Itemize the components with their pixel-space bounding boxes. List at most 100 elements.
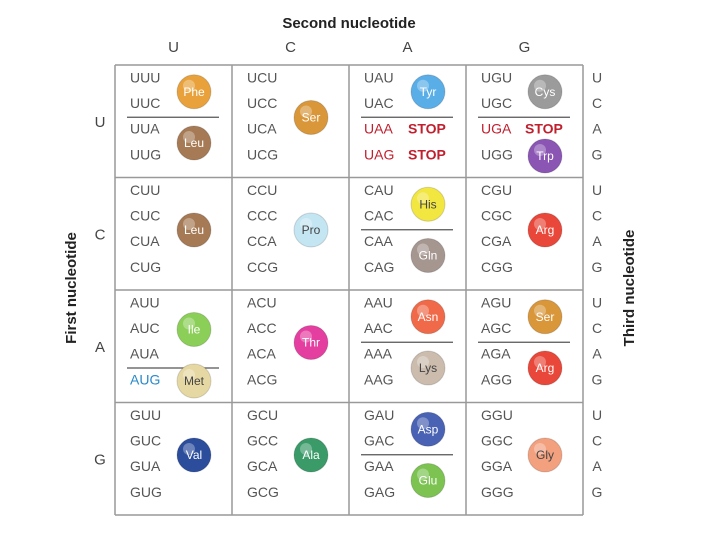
amino-label: Met xyxy=(184,374,205,388)
column-header: G xyxy=(519,39,531,56)
amino-ball xyxy=(410,299,446,335)
amino-ball xyxy=(410,350,446,386)
row-header: G xyxy=(94,452,106,469)
amino-ball xyxy=(527,212,563,248)
codon: GUA xyxy=(130,458,161,474)
codon: ACU xyxy=(247,295,277,311)
codon: UUU xyxy=(130,70,160,86)
amino-shine xyxy=(417,417,429,430)
amino-shine xyxy=(534,79,546,92)
amino-shine xyxy=(300,443,312,455)
amino-shine xyxy=(534,218,546,230)
codon: CUU xyxy=(130,182,160,198)
codon: UAU xyxy=(364,70,394,86)
amino-ball xyxy=(527,74,563,110)
amino-ball xyxy=(527,138,563,174)
column-header: C xyxy=(285,39,296,56)
codon: GCU xyxy=(247,407,278,423)
amino-shine xyxy=(417,356,429,368)
third-label: U xyxy=(592,407,602,423)
codon: GCC xyxy=(247,433,278,449)
amino-label: Leu xyxy=(184,136,204,150)
codon: UGA xyxy=(481,121,512,137)
codon: GUC xyxy=(130,433,161,449)
codon: ACA xyxy=(247,346,276,362)
amino-ball xyxy=(176,74,212,110)
amino-ball xyxy=(176,212,212,248)
amino-shine xyxy=(300,330,312,343)
codon: UCC xyxy=(247,95,277,111)
amino-label: Arg xyxy=(536,223,555,237)
codon: ACC xyxy=(247,320,277,336)
amino-ball xyxy=(293,325,329,360)
codon: UAA xyxy=(364,121,393,137)
third-label: A xyxy=(592,346,602,362)
stop-label: STOP xyxy=(408,147,446,163)
codon: UUA xyxy=(130,121,160,137)
third-label: C xyxy=(592,433,602,449)
third-label: A xyxy=(592,121,602,137)
codon: ACG xyxy=(247,372,277,388)
amino-shine xyxy=(534,304,546,317)
codon: CAA xyxy=(364,233,393,249)
row-header: C xyxy=(95,227,106,244)
amino-label: Ser xyxy=(536,310,555,324)
amino-shine xyxy=(300,105,312,118)
amino-label: Ser xyxy=(302,111,321,125)
amino-label: Leu xyxy=(184,223,204,237)
codon: CAG xyxy=(364,259,394,275)
codon: CAU xyxy=(364,182,394,198)
amino-ball xyxy=(293,437,329,473)
codon: GAC xyxy=(364,433,394,449)
third-label: G xyxy=(592,259,603,275)
amino-shine xyxy=(534,144,546,156)
amino-ball xyxy=(410,186,446,222)
amino-shine xyxy=(534,356,546,368)
amino-label: Val xyxy=(186,448,202,462)
codon: CGG xyxy=(481,259,513,275)
amino-shine xyxy=(300,218,312,230)
codon: UUC xyxy=(130,95,160,111)
codon: AAC xyxy=(364,320,393,336)
amino-shine xyxy=(183,369,195,381)
codon: AGA xyxy=(481,346,511,362)
codon: CAC xyxy=(364,208,394,224)
stop-label: STOP xyxy=(408,121,446,137)
codon: UGC xyxy=(481,95,512,111)
third-label: U xyxy=(592,182,602,198)
amino-label: Pro xyxy=(302,223,321,237)
amino-label: Cys xyxy=(535,85,556,99)
amino-ball xyxy=(176,363,212,399)
amino-shine xyxy=(183,317,195,330)
third-label: G xyxy=(592,372,603,388)
codon: AUU xyxy=(130,295,160,311)
codon: UGU xyxy=(481,70,512,86)
row-header: A xyxy=(95,339,105,356)
codon: UCG xyxy=(247,147,278,163)
codon: GCA xyxy=(247,458,278,474)
codon: AAA xyxy=(364,346,393,362)
codon: CCA xyxy=(247,233,277,249)
codon: UGG xyxy=(481,147,513,163)
codon: UCU xyxy=(247,70,277,86)
third-label: A xyxy=(592,233,602,249)
amino-label: Trp xyxy=(536,149,554,163)
codon: UCA xyxy=(247,121,277,137)
amino-ball xyxy=(527,299,563,335)
codon: CUA xyxy=(130,233,160,249)
amino-ball xyxy=(527,350,563,386)
amino-ball xyxy=(410,238,446,273)
stop-label: STOP xyxy=(525,121,563,137)
codon: GUG xyxy=(130,484,162,500)
codon: AGC xyxy=(481,320,511,336)
amino-shine xyxy=(417,304,429,317)
codon: GGC xyxy=(481,433,513,449)
codon: GUU xyxy=(130,407,161,423)
codon: GGU xyxy=(481,407,513,423)
codon: GAU xyxy=(364,407,394,423)
amino-shine xyxy=(183,131,195,143)
amino-label: Asn xyxy=(418,310,439,324)
third-label: C xyxy=(592,320,602,336)
codon: AAG xyxy=(364,372,394,388)
